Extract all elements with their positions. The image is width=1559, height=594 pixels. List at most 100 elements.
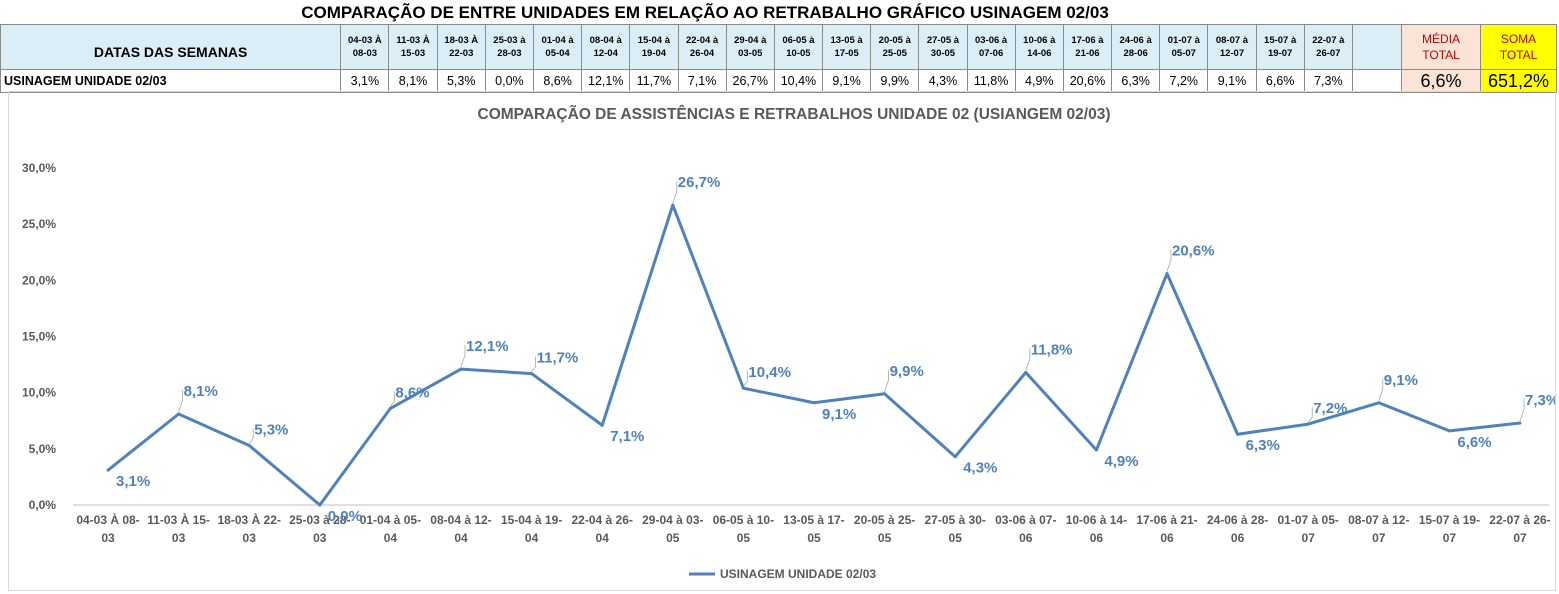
- x-tick-label: 22-07 à 26- 07: [1489, 513, 1550, 545]
- week-date-end: 22-03: [449, 48, 474, 59]
- week-value-cell: 12,1%: [581, 69, 631, 93]
- week-date-header: 15-04 à 19-04: [629, 24, 679, 70]
- week-date-end: 12-04: [593, 48, 618, 59]
- data-point: [318, 503, 322, 507]
- week-date-header: 08-04 à 12-04: [581, 24, 631, 70]
- data-label: 3,1%: [116, 473, 150, 490]
- week-value-cell: 6,6%: [1255, 69, 1305, 93]
- series-line: [107, 203, 1521, 507]
- week-date-start: 18-03 À: [444, 35, 479, 46]
- week-date-end: 30-05: [930, 48, 956, 59]
- data-label: 5,3%: [254, 421, 288, 438]
- x-tick-label: 20-05 à 25- 05: [854, 513, 915, 545]
- label-leader-line: [248, 428, 254, 444]
- y-tick-label: 5,0%: [29, 442, 57, 456]
- week-date-end: 03-05: [738, 48, 763, 59]
- data-point: [741, 386, 745, 390]
- x-tick-label: 13-05 à 17- 05: [783, 513, 844, 545]
- label-leader-line: [390, 391, 395, 407]
- data-point: [1236, 432, 1240, 436]
- week-date-end: 21-06: [1075, 48, 1100, 59]
- week-date-header: 11-03 À 15-03: [388, 24, 438, 70]
- x-tick-label-line2: 06: [1231, 531, 1245, 545]
- x-tick-label-line2: 05: [737, 531, 751, 545]
- x-tick-label-line2: 06: [1019, 531, 1033, 545]
- week-value-cell: 9,9%: [870, 69, 920, 93]
- data-point: [247, 443, 251, 447]
- week-value-cell: 4,3%: [918, 69, 968, 93]
- data-point: [883, 392, 887, 396]
- soma-total-value: 651,2%: [1480, 69, 1557, 93]
- data-label: 8,6%: [395, 384, 429, 401]
- week-date-end: 05-07: [1171, 48, 1196, 59]
- week-date-header: 22-07 à 26-07: [1303, 24, 1353, 70]
- data-point: [953, 455, 957, 459]
- week-value-cell: 26,7%: [725, 69, 775, 93]
- data-point: [530, 372, 534, 376]
- data-point: [1377, 401, 1381, 405]
- soma-label-line1: SOMA: [1500, 32, 1537, 46]
- week-date-header: 10-06 à 14-06: [1014, 24, 1064, 70]
- x-tick-label: 22-04 à 26- 04: [572, 513, 633, 545]
- data-point: [1165, 272, 1169, 276]
- dates-header-row: DATAS DAS SEMANAS 04-03 À 08-03 11-03 À 15-…: [0, 24, 1557, 70]
- x-tick-label: 15-07 à 19- 07: [1419, 513, 1480, 545]
- week-value-cell: 7,2%: [1159, 69, 1209, 93]
- x-tick-label-line1: 25-03 à 28-: [289, 513, 350, 527]
- x-tick-label-line1: 29-04 à 03-: [642, 513, 703, 527]
- x-tick-label-line2: 05: [666, 531, 680, 545]
- x-tick-label: 06-05 à 10- 05: [713, 513, 774, 545]
- data-label: 6,3%: [1246, 437, 1280, 454]
- week-date-start: 10-06 à: [1023, 35, 1056, 46]
- week-value-cell: 5,3%: [436, 69, 486, 93]
- week-date-end: 19-07: [1267, 48, 1293, 59]
- x-tick-label-line1: 03-06 à 07-: [995, 513, 1056, 527]
- data-point: [671, 203, 675, 207]
- data-label: 7,2%: [1313, 400, 1347, 417]
- media-total-value: 6,6%: [1401, 69, 1482, 93]
- x-tick-label-line1: 04-03 À 08-: [76, 512, 139, 527]
- week-date-start: 15-07 à: [1264, 35, 1297, 46]
- x-tick-label: 15-04 à 19- 04: [501, 513, 562, 545]
- week-value-cell: 8,1%: [388, 69, 438, 93]
- data-label: 20,6%: [1172, 243, 1215, 260]
- week-date-end: 10-05: [786, 48, 811, 59]
- blank-value-cell: [1351, 69, 1403, 93]
- chart-title: COMPARAÇÃO DE ASSISTÊNCIAS E RETRABALHOS…: [478, 105, 1111, 123]
- x-tick-label-line2: 03: [243, 531, 257, 545]
- week-date-start: 08-07 à: [1215, 35, 1249, 46]
- data-label: 4,9%: [1104, 453, 1138, 470]
- week-value-cell: 11,7%: [629, 69, 679, 93]
- week-date-end: 28-03: [497, 48, 522, 59]
- week-date-end: 26-04: [689, 48, 715, 59]
- data-label: 9,1%: [822, 406, 856, 423]
- x-tick-label: 08-04 à 12- 04: [430, 513, 491, 545]
- week-date-header: 22-04 à 26-04: [677, 24, 727, 70]
- soma-total-header: SOMA TOTAL: [1480, 24, 1557, 70]
- x-tick-label: 25-03 à 28- 03: [289, 513, 350, 545]
- week-date-end: 15-03: [400, 48, 426, 59]
- week-date-header: 29-04 à 03-05: [725, 24, 775, 70]
- y-tick-label: 30,0%: [22, 161, 56, 175]
- data-label: 11,7%: [537, 350, 579, 367]
- week-date-start: 25-03 à: [493, 35, 526, 46]
- media-label-line2: TOTAL: [1422, 48, 1460, 62]
- x-tick-label: 01-04 à 05- 04: [360, 513, 421, 545]
- x-tick-label-line2: 05: [878, 531, 892, 545]
- x-tick-label-line1: 10-06 à 14-: [1066, 513, 1127, 527]
- unit-row-label: USINAGEM UNIDADE 02/03: [0, 69, 342, 93]
- week-date-header: 03-06 à 07-06: [966, 24, 1016, 70]
- y-tick-label: 25,0%: [22, 217, 56, 231]
- week-date-header: 04-03 À 08-03: [340, 24, 390, 70]
- x-tick-label-line2: 05: [807, 531, 821, 545]
- x-tick-label: 24-06 à 28- 06: [1207, 513, 1268, 545]
- x-tick-label: 08-07 à 12- 07: [1348, 513, 1409, 545]
- week-date-header: 27-05 à 30-05: [918, 24, 968, 70]
- label-leader-line: [1307, 407, 1313, 423]
- label-leader-line: [531, 356, 536, 372]
- week-date-start: 01-04 à: [541, 35, 574, 46]
- x-tick-label-line1: 11-03 À 15-: [147, 512, 210, 527]
- x-tick-label-line1: 22-07 à 26-: [1489, 513, 1550, 527]
- data-point: [600, 423, 604, 427]
- week-date-start: 24-06 à: [1119, 35, 1152, 46]
